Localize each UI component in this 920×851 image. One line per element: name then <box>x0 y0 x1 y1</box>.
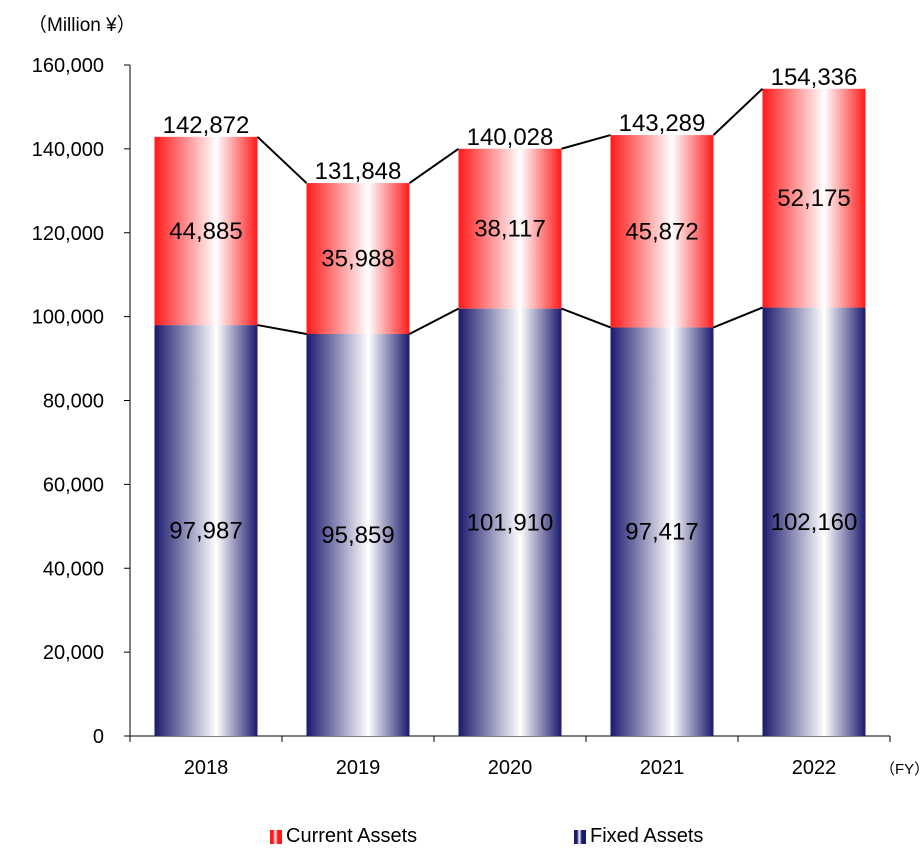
legend-label-fixed: Fixed Assets <box>590 825 704 847</box>
data-labels: 2018 97,987 44,885 142,872 2019 95,859 35,988 1… <box>163 64 858 779</box>
y-tick-label: 80,000 <box>43 391 104 413</box>
data-label-current: 38,117 <box>474 216 546 243</box>
y-tick-label: 60,000 <box>43 474 104 496</box>
legend: Current Assets Fixed Assets <box>0 825 920 851</box>
y-tick-label: 160,000 <box>32 55 104 77</box>
data-label-current: 44,885 <box>169 218 242 245</box>
data-label-total: 131,848 <box>315 158 402 185</box>
bar-current-assets <box>610 135 714 328</box>
connector-line-fixed <box>409 307 459 335</box>
stacked-bar-chart: 0 20,000 40,000 60,000 80,000 100,000 120,000 1… <box>32 55 891 779</box>
bar-current-assets <box>154 136 258 326</box>
y-tick-label: 100,000 <box>32 307 104 329</box>
legend-swatch-current-icon <box>270 829 282 844</box>
bar-fixed-assets <box>458 308 562 736</box>
data-label-current: 52,175 <box>777 185 850 212</box>
connector-line-total <box>561 134 611 150</box>
data-label-total: 140,028 <box>467 124 554 151</box>
legend-item-fixed-assets: Fixed Assets <box>574 825 703 848</box>
x-tick-label: 2019 <box>336 757 381 779</box>
y-tick-label: 140,000 <box>32 139 104 161</box>
bar-fixed-assets <box>610 327 714 736</box>
x-tick-label: 2021 <box>640 757 685 779</box>
connector-line-total <box>712 88 764 136</box>
y-tick-label: 20,000 <box>43 642 104 664</box>
data-label-fixed: 97,987 <box>169 518 242 545</box>
bar-fixed-assets <box>762 307 866 736</box>
y-unit-label: （Million ¥） <box>28 15 136 36</box>
connector-lines <box>256 88 764 335</box>
data-label-current: 35,988 <box>321 246 394 273</box>
data-label-total: 143,289 <box>619 110 706 137</box>
connector-line-fixed <box>561 307 611 329</box>
y-tick-label: 40,000 <box>43 558 104 580</box>
x-unit-label: （FY） <box>880 761 920 778</box>
bar-current-assets <box>458 148 562 309</box>
legend-label-current: Current Assets <box>286 825 418 847</box>
connector-line-fixed <box>713 306 763 329</box>
data-label-current: 45,872 <box>625 218 698 245</box>
data-label-fixed: 97,417 <box>625 519 698 546</box>
bar-fixed-assets <box>154 325 258 736</box>
bar-current-assets <box>762 88 866 308</box>
connector-line-fixed <box>257 324 307 335</box>
connector-line-total <box>256 136 308 184</box>
bar-fixed-assets <box>306 333 410 736</box>
data-label-total: 154,336 <box>771 64 858 91</box>
y-tick-label: 120,000 <box>32 223 104 245</box>
data-label-fixed: 102,160 <box>771 509 858 536</box>
x-tick-label: 2020 <box>488 757 533 779</box>
legend-item-current-assets: Current Assets <box>270 825 417 848</box>
data-label-total: 142,872 <box>163 112 250 139</box>
data-label-fixed: 101,910 <box>467 509 554 536</box>
x-tick-label: 2022 <box>792 757 837 779</box>
axes: 0 20,000 40,000 60,000 80,000 100,000 120,000 1… <box>32 55 891 748</box>
bars <box>154 88 866 736</box>
x-tick-label: 2018 <box>184 757 229 779</box>
y-tick-label: 0 <box>93 726 104 748</box>
connector-line-total <box>408 147 460 184</box>
data-label-fixed: 95,859 <box>321 522 394 549</box>
legend-swatch-fixed-icon <box>574 829 586 844</box>
bar-current-assets <box>306 183 410 334</box>
